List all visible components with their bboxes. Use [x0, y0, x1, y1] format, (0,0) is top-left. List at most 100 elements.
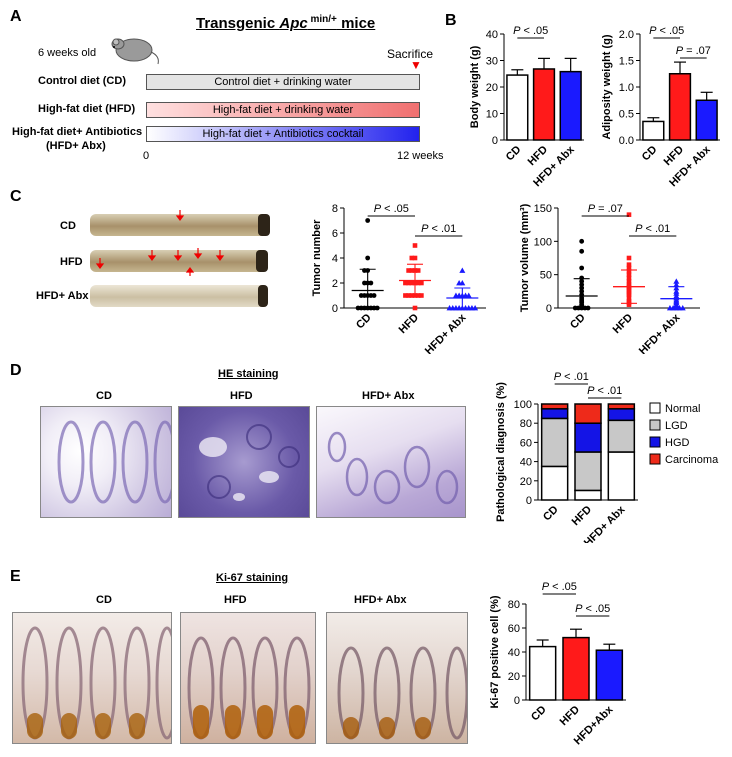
- data-point: [371, 293, 377, 298]
- y-tick-label: 80: [520, 418, 532, 430]
- panel-d-letter: D: [10, 362, 22, 379]
- colon-label-abx: HFD+ Abx: [36, 290, 89, 302]
- ki67-staining-title: Ki-67 staining: [216, 572, 289, 584]
- data-point: [446, 305, 453, 311]
- data-point: [579, 238, 585, 244]
- x-tick-label: HFD: [397, 312, 422, 337]
- timeline-start: 0: [143, 150, 150, 162]
- y-tick-label: 60: [520, 437, 532, 449]
- he-image-cd: [40, 406, 172, 518]
- y-axis-label: Tumor number: [311, 219, 323, 297]
- data-point: [626, 255, 632, 261]
- y-tick-label: 50: [540, 270, 552, 282]
- y-tick-label: 20: [508, 671, 520, 683]
- y-tick-label: 20: [486, 82, 498, 94]
- ki67-image-cd: [12, 612, 172, 744]
- data-point: [579, 248, 585, 254]
- tumor-arrow-icon: [173, 255, 183, 261]
- group-label-abx-2: (HFD+ Abx): [46, 140, 106, 152]
- y-tick-label: 0: [514, 695, 520, 707]
- y-tick-label: 40: [508, 647, 520, 659]
- significance-label: P < .05: [649, 25, 684, 37]
- x-tick-label: CD: [541, 504, 561, 524]
- data-point: [403, 293, 408, 298]
- data-point: [409, 280, 415, 286]
- y-axis-label: Adiposity weight (g): [601, 34, 613, 139]
- x-tick-label: HFD+ Abx: [637, 311, 683, 354]
- y-axis-label: Pathological diagnosis (%): [495, 382, 507, 522]
- panel-b-letter: B: [445, 12, 457, 29]
- group-label-abx: High-fat diet+ Antibiotics: [12, 126, 143, 138]
- significance-label: P = .07: [588, 203, 623, 215]
- stacked-bar-segment: [574, 403, 602, 424]
- sacrifice-arrow-icon: ▼: [410, 58, 422, 72]
- data-point: [419, 293, 424, 298]
- data-point: [472, 305, 479, 311]
- stacked-bar-segment: [574, 489, 602, 501]
- data-point: [626, 212, 632, 217]
- data-point: [409, 255, 415, 261]
- y-tick-label: 100: [534, 236, 552, 248]
- y-tick-label: 0: [546, 303, 552, 315]
- x-tick-label: HFD: [558, 704, 583, 729]
- panel-a-title: Transgenic Apc min/+ mice: [196, 14, 376, 32]
- pathological-diagnosis-chart: 0 20 40 60 80 100 Pathological diagnosis (%) CD…: [495, 371, 719, 543]
- data-point: [412, 243, 418, 248]
- tumor-arrow-icon: [147, 255, 157, 261]
- stacked-bar-segment: [607, 419, 636, 453]
- data-point: [409, 268, 415, 273]
- panel-e-letter: E: [10, 568, 21, 585]
- significance-label: P < .01: [421, 223, 456, 235]
- tumor-arrow-icon: [95, 263, 105, 269]
- y-tick-label: 0: [332, 303, 338, 315]
- significance-label: P < .05: [513, 25, 548, 37]
- bar: [532, 68, 556, 141]
- y-tick-label: 30: [486, 56, 498, 68]
- significance-label: P < .01: [587, 385, 622, 397]
- data-point: [355, 305, 361, 311]
- data-point: [579, 265, 585, 271]
- stacked-bar-segment: [540, 465, 569, 501]
- bar: [642, 120, 665, 141]
- x-tick-label: CD: [640, 144, 660, 164]
- x-tick-label: HFD: [611, 312, 636, 337]
- he-image-abx: [316, 406, 466, 518]
- y-tick-label: 100: [514, 399, 532, 411]
- significance-label: P < .05: [542, 581, 577, 593]
- data-point: [465, 292, 472, 298]
- colon-end-hfd: [256, 250, 268, 272]
- colon-image-cd: [90, 214, 268, 236]
- data-point: [358, 293, 364, 298]
- stacked-bar-segment: [607, 403, 636, 410]
- significance-label: P < .05: [575, 603, 610, 615]
- colon-label-hfd: HFD: [60, 256, 83, 268]
- timeline-bar-cd: Control diet + drinking water: [146, 74, 420, 90]
- stacked-bar-segment: [540, 417, 569, 468]
- y-tick-label: 1.0: [619, 82, 634, 94]
- y-tick-label: 0: [526, 495, 532, 507]
- x-tick-label: CD: [354, 312, 374, 332]
- y-tick-label: 6: [332, 228, 338, 240]
- tumor-arrow-icon: [193, 253, 203, 259]
- data-point: [374, 305, 380, 311]
- data-point: [415, 280, 421, 286]
- he-label-hfd: HFD: [230, 390, 253, 402]
- y-tick-label: 40: [520, 457, 532, 469]
- legend-swatch: [649, 419, 661, 431]
- bar: [559, 70, 582, 141]
- panel-c-letter: C: [10, 188, 22, 205]
- y-tick-label: 60: [508, 623, 520, 635]
- colon-end-abx: [258, 285, 268, 307]
- legend-swatch: [649, 402, 661, 414]
- y-tick-label: 80: [508, 599, 520, 611]
- x-tick-label: HFD: [570, 504, 595, 529]
- y-tick-label: 2.0: [619, 29, 634, 41]
- timeline-bar-hfd: High-fat diet + drinking water: [146, 102, 420, 118]
- bar: [562, 636, 590, 701]
- ki67-image-abx: [326, 612, 468, 744]
- stacked-bar-segment: [574, 451, 602, 492]
- data-point: [412, 305, 418, 311]
- he-label-cd: CD: [96, 390, 112, 402]
- y-tick-label: 20: [520, 476, 532, 488]
